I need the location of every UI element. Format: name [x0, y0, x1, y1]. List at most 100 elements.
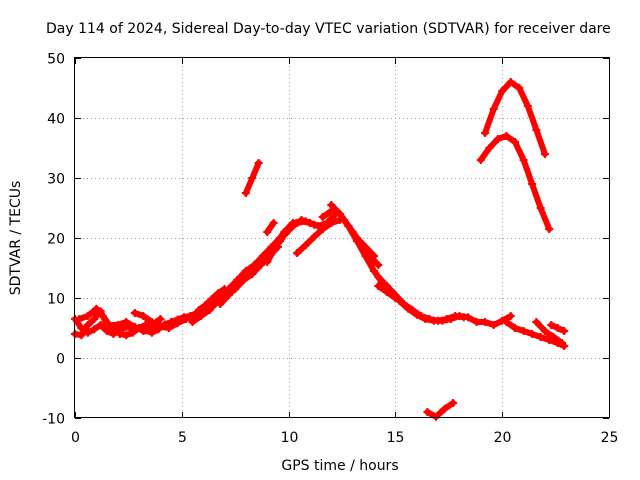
x-tick-label: 25	[601, 430, 619, 446]
data-point	[310, 232, 319, 241]
data-point	[194, 306, 203, 314]
data-point	[417, 312, 426, 320]
data-point	[128, 328, 137, 337]
data-point	[233, 282, 242, 290]
data-point	[528, 180, 537, 188]
data-series	[71, 78, 569, 421]
data-point	[540, 150, 549, 158]
data-point	[201, 301, 210, 310]
y-tick-label: 0	[56, 352, 65, 368]
y-tick-label: 40	[47, 112, 65, 128]
data-point	[75, 315, 84, 323]
data-point	[423, 408, 432, 416]
data-point	[536, 333, 545, 341]
data-point	[519, 156, 528, 164]
data-point	[515, 84, 524, 92]
data-point	[254, 261, 263, 269]
data-point	[425, 315, 434, 323]
axis-ticks	[75, 58, 610, 419]
data-point	[481, 129, 490, 137]
data-point	[113, 321, 122, 329]
data-point	[506, 312, 515, 320]
data-point	[540, 327, 549, 335]
series-arc-03	[75, 304, 165, 335]
data-point	[451, 312, 460, 320]
data-point	[370, 267, 379, 275]
y-tick-label: 30	[47, 172, 65, 188]
y-tick-label: 10	[47, 292, 65, 308]
data-point	[156, 315, 165, 323]
data-point	[489, 321, 498, 329]
y-tick-label: 50	[47, 52, 65, 68]
x-tick-label: 10	[281, 430, 299, 446]
data-point	[271, 243, 280, 251]
data-point	[382, 288, 391, 296]
data-point	[553, 324, 562, 332]
series-arc-09	[263, 216, 314, 266]
series-band	[533, 319, 565, 346]
data-point	[560, 327, 569, 335]
data-point	[269, 219, 278, 227]
plot-frame	[74, 57, 610, 418]
data-point	[318, 213, 327, 221]
data-point	[558, 339, 567, 347]
data-point	[365, 252, 374, 260]
data-point	[357, 240, 366, 248]
data-point	[105, 321, 114, 329]
data-point	[547, 321, 556, 329]
data-point	[130, 309, 139, 317]
data-point	[250, 264, 259, 272]
data-point	[511, 324, 520, 332]
data-point	[502, 132, 511, 140]
data-point	[122, 318, 131, 326]
data-point	[449, 399, 458, 407]
data-point	[498, 87, 507, 95]
data-point	[532, 318, 541, 326]
data-point	[519, 327, 528, 335]
data-point	[90, 315, 99, 323]
data-point	[98, 312, 107, 320]
data-point	[122, 331, 131, 340]
data-point	[440, 405, 449, 413]
data-point	[83, 321, 92, 329]
series-arc-10	[263, 219, 278, 236]
data-point	[318, 225, 327, 233]
data-point	[472, 318, 481, 326]
series-arc-16	[374, 273, 468, 325]
data-point	[263, 228, 272, 236]
data-point	[481, 318, 490, 326]
x-tick-label: 20	[494, 430, 512, 446]
data-point	[92, 304, 101, 313]
data-point	[241, 273, 250, 281]
data-point	[489, 105, 498, 113]
data-point	[374, 273, 383, 281]
data-point	[90, 325, 99, 334]
data-point	[297, 216, 306, 224]
series-arc-04	[130, 225, 293, 332]
data-point	[115, 330, 124, 338]
data-point	[408, 306, 417, 314]
data-point	[77, 331, 86, 340]
data-point	[188, 318, 197, 326]
data-point	[293, 249, 302, 257]
data-point	[182, 315, 191, 323]
data-point	[139, 327, 148, 335]
data-point	[340, 216, 349, 224]
series-band	[131, 226, 292, 331]
data-point	[327, 201, 336, 209]
data-point	[485, 144, 494, 152]
series-arc-19	[481, 78, 549, 158]
y-axis-label: SDTVAR / TECUs	[8, 181, 24, 296]
series-arc-11	[293, 216, 344, 257]
data-point	[314, 222, 323, 230]
data-point	[207, 295, 216, 304]
data-point	[502, 318, 511, 326]
series-arc-20	[476, 132, 554, 233]
data-point	[197, 312, 206, 320]
series-arc-22	[532, 318, 567, 347]
data-point	[248, 174, 257, 182]
data-point	[280, 231, 289, 239]
data-point	[399, 300, 408, 308]
data-point	[476, 156, 485, 164]
